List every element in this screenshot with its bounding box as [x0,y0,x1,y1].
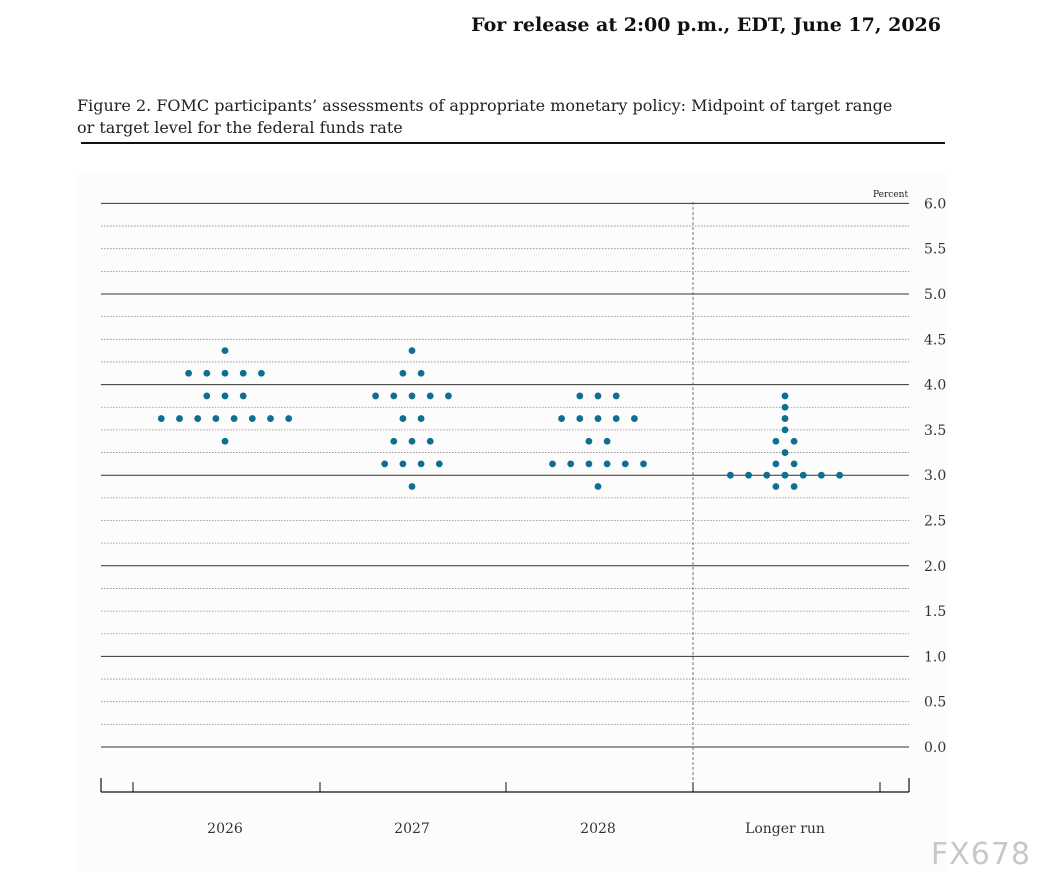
chart-panel [77,172,947,872]
y-tick-label: 5.5 [924,242,946,258]
participant-dot [772,483,780,490]
y-tick-label: 3.0 [924,468,946,484]
participant-dot [157,415,165,422]
participant-dot [194,415,202,422]
participant-dot [285,415,293,422]
participant-dot [426,392,434,400]
participant-dot [176,415,183,422]
y-tick-label: 2.0 [924,559,946,575]
participant-dot [426,437,434,445]
watermark: FX678 [930,837,1031,872]
participant-dot [558,415,565,422]
figure-caption-line-2: or target level for the federal funds ra… [77,118,403,137]
participant-dot [594,392,602,400]
participant-dot [594,483,602,490]
participant-dot [248,415,256,422]
participant-dot [612,392,620,400]
participant-dot [445,392,452,400]
participant-dot [221,437,229,445]
caption-rule [81,142,945,144]
participant-dot [203,392,211,400]
x-tick-label: Longer run [745,821,825,837]
participant-dot [781,392,789,400]
participant-dot [408,392,416,400]
participant-dot [549,460,556,468]
participant-dot [212,415,220,422]
y-tick-label: 0.5 [924,695,946,711]
participant-dot [763,471,771,479]
participant-dot [230,415,238,422]
participant-dot [399,415,407,422]
y-tick-label: 5.0 [924,287,946,303]
y-tick-label: 4.0 [924,378,946,394]
y-tick-label: 1.5 [924,604,946,620]
participant-dot [221,392,229,400]
participant-dot [390,392,398,400]
participant-dot [417,415,425,422]
participant-dot [745,471,752,479]
participant-dot [781,471,789,479]
y-tick-label: 0.0 [924,740,946,756]
participant-dot [727,471,734,479]
participant-dot [372,392,379,400]
participant-dot [799,471,807,479]
participant-dot [836,471,843,479]
participant-dot [408,483,416,490]
participant-dot [631,415,638,422]
participant-dot [399,369,407,377]
participant-dot [185,369,193,377]
participant-dot [594,415,602,422]
participant-dot [417,369,425,377]
participant-dot [239,392,247,400]
participant-dot [203,369,211,377]
participant-dot [408,347,416,355]
participant-dot [221,347,229,355]
participant-dot [435,460,443,468]
participant-dot [612,415,620,422]
participant-dot [781,426,789,434]
y-tick-label: 1.0 [924,649,946,665]
participant-dot [781,403,789,411]
participant-dot [772,460,780,468]
participant-dot [567,460,575,468]
participant-dot [258,369,265,377]
participant-dot [818,471,825,479]
y-tick-label: 2.5 [924,514,946,530]
y-axis-unit-label: Percent [873,190,908,200]
participant-dot [790,483,798,490]
participant-dot [576,392,584,400]
participant-dot [408,437,416,445]
participant-dot [221,369,229,377]
participant-dot [585,437,593,445]
y-tick-label: 3.5 [924,423,946,439]
participant-dot [790,460,798,468]
y-tick-label: 4.5 [924,332,946,348]
participant-dot [603,437,611,445]
participant-dot [640,460,647,468]
participant-dot [585,460,593,468]
participant-dot [390,437,398,445]
x-tick-label: 2026 [207,821,243,837]
participant-dot [239,369,247,377]
participant-dot [576,415,584,422]
y-tick-label: 6.0 [924,196,946,212]
release-note: For release at 2:00 p.m., EDT, June 17, … [471,14,941,36]
participant-dot [621,460,629,468]
participant-dot [781,449,789,456]
participant-dot [790,437,798,445]
participant-dot [772,437,780,445]
participant-dot [781,415,789,422]
participant-dot [267,415,274,422]
figure-caption-line-1: Figure 2. FOMC participants’ assessments… [77,96,893,115]
participant-dot [603,460,611,468]
x-tick-label: 2027 [394,821,430,837]
participant-dot [381,460,389,468]
participant-dot [399,460,407,468]
figure-caption: Figure 2. FOMC participants’ assessments… [77,95,937,139]
x-tick-label: 2028 [580,821,616,837]
participant-dot [417,460,425,468]
